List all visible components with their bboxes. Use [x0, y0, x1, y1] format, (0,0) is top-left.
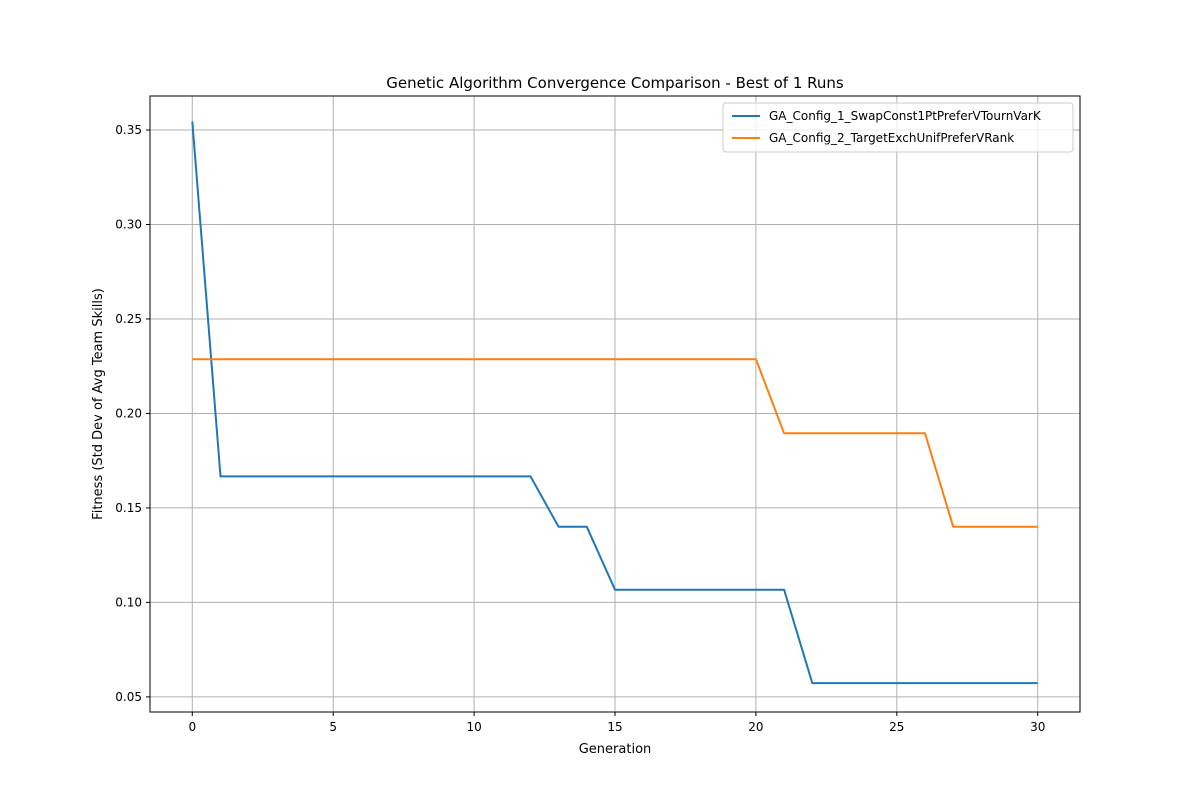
x-tick-label: 10 [466, 720, 481, 734]
chart-title: Genetic Algorithm Convergence Comparison… [386, 74, 844, 92]
series-line-1 [191, 121, 1038, 685]
x-axis-label: Generation [579, 742, 652, 757]
x-tick-label: 20 [748, 720, 763, 734]
series-line-2 [192, 358, 1038, 528]
y-tick-label: 0.25 [115, 312, 142, 326]
y-axis-ticks: 0.05 0.10 0.15 0.20 0.25 0.30 0.35 [115, 123, 150, 704]
legend: GA_Config_1_SwapConst1PtPreferVTournVarK… [722, 102, 1074, 153]
x-tick-label: 0 [188, 720, 196, 734]
legend-box [722, 102, 1074, 153]
y-tick-label: 0.20 [115, 406, 142, 420]
legend-label-2: GA_Config_2_TargetExchUnifPreferVRank [769, 131, 1014, 145]
y-axis-label: Fitness (Std Dev of Avg Team Skills) [91, 288, 106, 520]
grid-lines [150, 96, 1080, 712]
x-tick-label: 25 [889, 720, 904, 734]
y-tick-label: 0.05 [115, 690, 142, 704]
x-tick-label: 30 [1030, 720, 1045, 734]
legend-label-1: GA_Config_1_SwapConst1PtPreferVTournVarK [769, 109, 1042, 123]
x-tick-label: 15 [607, 720, 622, 734]
y-tick-label: 0.10 [115, 595, 142, 609]
y-tick-label: 0.15 [115, 501, 142, 515]
series-lines [191, 121, 1038, 685]
y-tick-label: 0.30 [115, 217, 142, 231]
x-axis-ticks: 0 5 10 15 20 25 30 [188, 712, 1045, 734]
y-tick-label: 0.35 [115, 123, 142, 137]
x-tick-label: 5 [329, 720, 337, 734]
